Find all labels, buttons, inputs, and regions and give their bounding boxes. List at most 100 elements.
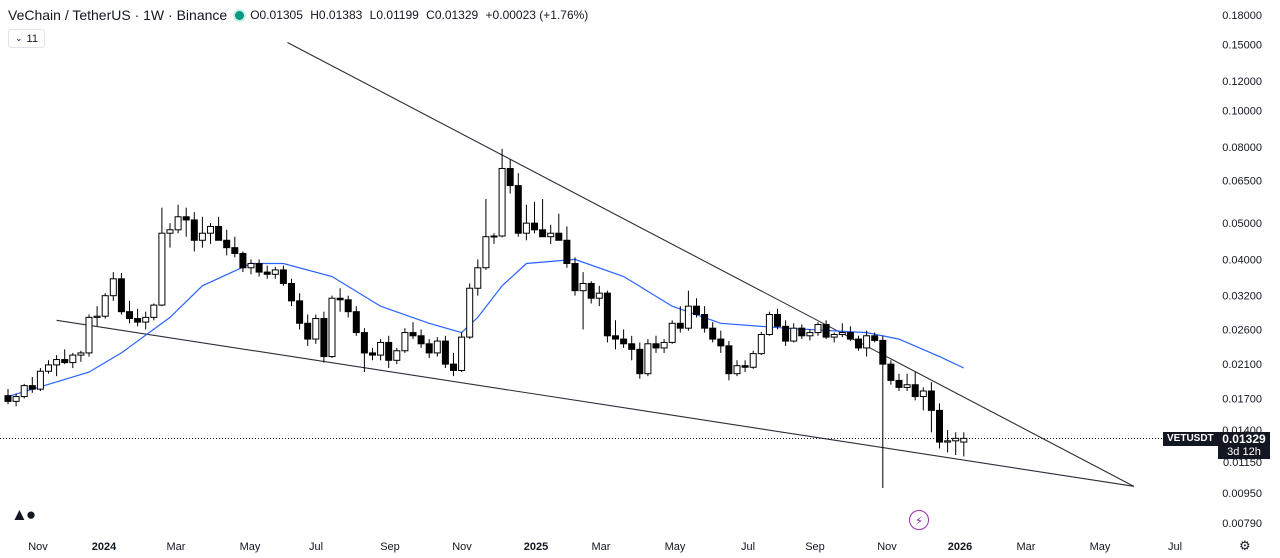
x-tick-label: Jul	[741, 541, 755, 553]
candle-body	[441, 340, 449, 365]
candle-body	[693, 305, 700, 316]
candle-body	[547, 232, 555, 238]
candle-body	[522, 222, 530, 234]
candle-body	[377, 341, 385, 356]
candle-body	[433, 340, 441, 354]
candle-body	[838, 332, 846, 335]
trendline[interactable]	[287, 41, 1135, 487]
candle-body	[539, 229, 547, 238]
candle-body	[263, 271, 271, 275]
y-tick-label: 0.06500	[1222, 176, 1262, 188]
candle-body	[919, 390, 927, 398]
last-price-value: 0.01329	[1222, 432, 1266, 446]
candle-body	[4, 395, 12, 402]
candle-body	[612, 335, 619, 340]
candle-body	[360, 332, 368, 354]
open-value: O0.01305	[250, 8, 303, 22]
candle-body	[239, 252, 247, 269]
x-tick-label: Jul	[309, 541, 323, 553]
y-tick-label: 0.08000	[1222, 142, 1262, 154]
candle-body	[531, 222, 538, 231]
candle-body	[652, 343, 660, 349]
candle-body	[20, 385, 28, 398]
candle-body	[271, 269, 279, 275]
candle-body	[960, 437, 968, 443]
candle-body	[846, 332, 854, 340]
candle-body	[85, 316, 93, 354]
candle-body	[717, 338, 725, 347]
candle-body	[344, 299, 352, 313]
candle-body	[636, 348, 644, 375]
x-tick-label: Sep	[380, 541, 400, 553]
candle-body	[36, 370, 44, 390]
candle-body	[166, 229, 174, 234]
y-tick-label: 0.05000	[1222, 218, 1262, 230]
candle-body	[255, 263, 263, 273]
candle-body	[725, 345, 733, 375]
candle-body	[879, 339, 887, 365]
x-tick-label: 2026	[948, 541, 972, 553]
ohlc-readout: O0.01305 H0.01383 L0.01199 C0.01329 +0.0…	[250, 8, 592, 22]
y-tick-label: 0.00950	[1222, 488, 1262, 500]
candle-body	[774, 314, 781, 327]
candle-body	[474, 267, 482, 289]
candle-body	[895, 379, 903, 388]
candle-body	[863, 335, 871, 349]
candle-body	[417, 335, 425, 345]
candle-body	[790, 327, 798, 342]
y-tick-label: 0.00790	[1222, 518, 1262, 530]
candle-body	[223, 239, 231, 249]
gear-icon[interactable]: ⚙	[1239, 538, 1251, 553]
candle-body	[684, 305, 692, 329]
candle-body	[393, 350, 401, 361]
candle-body	[288, 282, 295, 302]
candle-body	[425, 343, 433, 354]
y-tick-label: 0.01150	[1223, 457, 1262, 469]
candle-body	[563, 239, 571, 265]
high-value: H0.01383	[310, 8, 363, 22]
candle-body	[871, 335, 879, 341]
candle-body	[741, 365, 749, 368]
x-tick-label: May	[1090, 541, 1111, 553]
candle-body	[45, 364, 52, 372]
candle-body	[952, 437, 960, 442]
x-tick-label: Mar	[1017, 541, 1036, 553]
candle-body	[328, 297, 336, 358]
candle-body	[555, 232, 563, 241]
y-tick-label: 0.02600	[1222, 324, 1262, 336]
candle-body	[385, 341, 393, 361]
y-tick-label: 0.12000	[1222, 76, 1262, 88]
candle-body	[587, 282, 595, 299]
candle-body	[369, 352, 376, 356]
candle-body	[304, 322, 312, 340]
candle-body	[409, 332, 417, 337]
change-value: +0.00023 (+1.76%)	[485, 8, 589, 22]
candle-body	[595, 292, 603, 299]
trendline[interactable]	[56, 319, 1134, 487]
tradingview-logo-icon[interactable]: ▲●	[11, 505, 36, 524]
candle-body	[887, 363, 895, 381]
candle-body	[911, 384, 919, 398]
candle-body	[498, 167, 506, 237]
chart-header: VeChain / TetherUS · 1W · Binance O0.013…	[8, 5, 592, 25]
candle-body	[296, 300, 304, 324]
x-tick-label: Nov	[28, 541, 48, 553]
candle-body	[336, 297, 344, 301]
candle-body	[215, 225, 223, 241]
indicators-toggle-button[interactable]: ⌄ 11	[8, 29, 45, 48]
y-tick-label: 0.02100	[1222, 359, 1262, 371]
x-tick-label: Mar	[167, 541, 186, 553]
lightning-icon[interactable]: ⚡	[909, 510, 929, 530]
candle-body	[150, 304, 158, 318]
symbol-title[interactable]: VeChain / TetherUS · 1W · Binance	[8, 7, 228, 23]
low-value: L0.01199	[369, 8, 419, 22]
candle-body	[903, 384, 911, 388]
candle-body	[506, 167, 514, 187]
candle-body	[109, 278, 117, 297]
candle-body	[927, 390, 935, 411]
x-tick-label: Sep	[805, 541, 825, 553]
candle-body	[12, 396, 20, 402]
candle-body	[749, 353, 757, 368]
candle-body	[142, 316, 150, 323]
